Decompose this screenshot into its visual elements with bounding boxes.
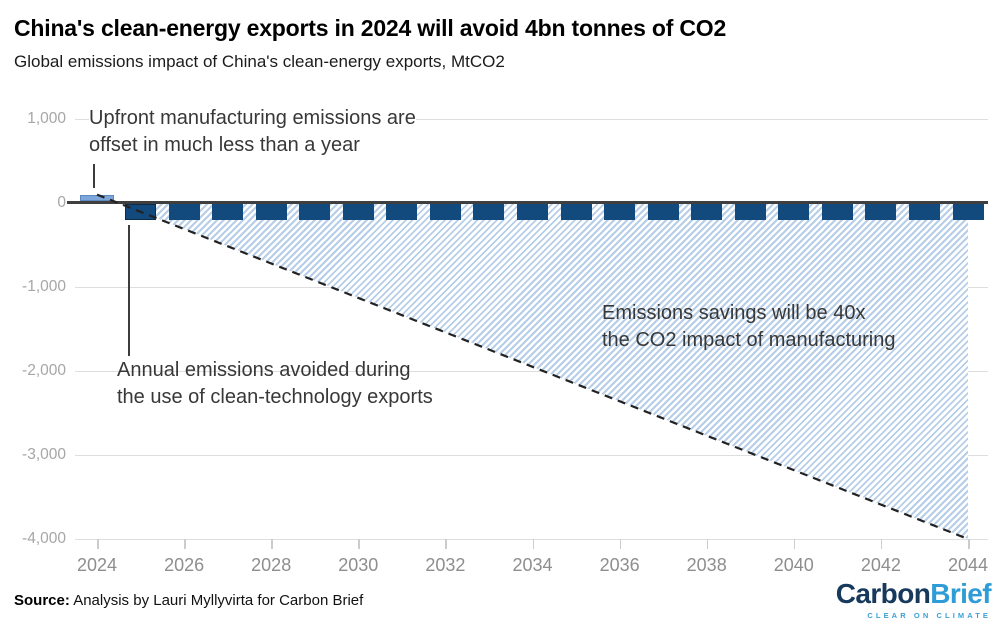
y-axis-label--4000: -4,000	[22, 530, 66, 547]
avoided-bar-2026	[168, 203, 200, 221]
avoided-bar-2039	[734, 203, 766, 221]
x-axis-label-2026: 2026	[164, 555, 205, 575]
avoided-bar-2035	[560, 203, 592, 221]
x-axis-label-2034: 2034	[512, 555, 553, 575]
avoided-bar-2034	[517, 203, 548, 221]
annotation-savings-line1: Emissions savings will be 40x	[602, 302, 866, 324]
x-tick-mark-2040	[793, 539, 796, 549]
chart-title: China's clean-energy exports in 2024 wil…	[14, 15, 727, 41]
avoided-bar-2043	[908, 203, 940, 221]
x-tick-mark-2026	[184, 539, 186, 549]
gridline-1000	[75, 119, 988, 120]
avoided-bar-2037	[647, 203, 679, 221]
avoided-bar-2031	[386, 203, 418, 221]
annotation-savings-line2: the CO2 impact of manufacturing	[602, 329, 896, 351]
y-axis-label--3000: -3,000	[22, 446, 66, 463]
avoided-bar-2041	[821, 203, 853, 221]
source-label: Source:	[14, 592, 70, 609]
logo-brief: Brief	[930, 578, 991, 609]
avoided-bar-2032	[429, 203, 461, 221]
x-tick-mark-2024	[97, 539, 99, 549]
avoided-bar-2030	[342, 203, 374, 221]
x-axis-label-2028: 2028	[251, 555, 292, 575]
avoided-bar-2038	[691, 203, 723, 221]
x-tick-mark-2036	[619, 539, 622, 549]
annual-leader-line	[128, 225, 130, 356]
carbon-brief-logo: CarbonBrief CLEAR ON CLIMATE	[835, 578, 992, 621]
x-axis-label-2024: 2024	[76, 555, 118, 575]
x-tick-mark-2038	[706, 539, 709, 549]
manufacturing-bar-2024	[80, 194, 114, 201]
annotation-upfront-manufacturing: Upfront manufacturing emissions are offs…	[89, 105, 416, 159]
annotation-upfront-line2: offset in much less than a year	[89, 134, 360, 156]
avoided-bar-2027	[212, 203, 244, 221]
y-axis-label-0: 0	[57, 194, 66, 211]
x-axis-label-2036: 2036	[599, 555, 640, 575]
x-axis-label-2042: 2042	[860, 555, 901, 575]
x-tick-mark-2042	[880, 539, 883, 549]
x-tick-mark-2044	[968, 539, 970, 549]
logo-tagline: CLEAR ON CLIMATE	[867, 611, 991, 620]
y-axis-label--1000: -1,000	[22, 278, 66, 295]
chart-subtitle: Global emissions impact of China's clean…	[14, 52, 505, 71]
avoided-bar-2040	[778, 203, 810, 221]
avoided-bar-2036	[604, 203, 636, 221]
upfront-leader-line	[93, 164, 95, 188]
avoided-bar-2042	[865, 203, 897, 221]
y-axis-label--2000: -2,000	[22, 362, 66, 379]
avoided-bar-2033	[473, 203, 505, 221]
x-axis-label-2032: 2032	[425, 555, 466, 575]
avoided-bar-2029	[299, 203, 331, 221]
x-axis-label-2044: 2044	[947, 555, 989, 575]
x-axis-label-2030: 2030	[338, 555, 379, 575]
avoided-bar-2025	[125, 203, 157, 221]
source-text: Analysis by Lauri Myllyvirta for Carbon …	[69, 592, 364, 609]
y-axis-label-1000: 1,000	[27, 110, 66, 127]
annotation-annual-line1: Annual emissions avoided during	[117, 359, 411, 381]
annotation-annual-avoided: Annual emissions avoided during the use …	[117, 357, 433, 411]
logo-carbon: Carbon	[835, 578, 931, 609]
source-credit: Source: Analysis by Lauri Myllyvirta for…	[14, 592, 363, 609]
annotation-emissions-savings: Emissions savings will be 40x the CO2 im…	[602, 300, 895, 354]
x-tick-mark-2028	[271, 539, 273, 549]
annotation-upfront-line1: Upfront manufacturing emissions are	[89, 107, 416, 129]
logo-wordmark: CarbonBrief	[835, 578, 992, 609]
x-tick-mark-2034	[532, 539, 534, 549]
x-axis-label-2040: 2040	[773, 555, 814, 575]
x-axis-label-2038: 2038	[686, 555, 727, 575]
x-tick-mark-2032	[445, 539, 447, 549]
annotation-annual-line2: the use of clean-technology exports	[117, 386, 433, 408]
avoided-bar-2028	[255, 203, 287, 221]
x-tick-mark-2030	[358, 539, 360, 549]
avoided-bar-2044	[952, 203, 984, 221]
gridline--4000	[75, 539, 988, 540]
